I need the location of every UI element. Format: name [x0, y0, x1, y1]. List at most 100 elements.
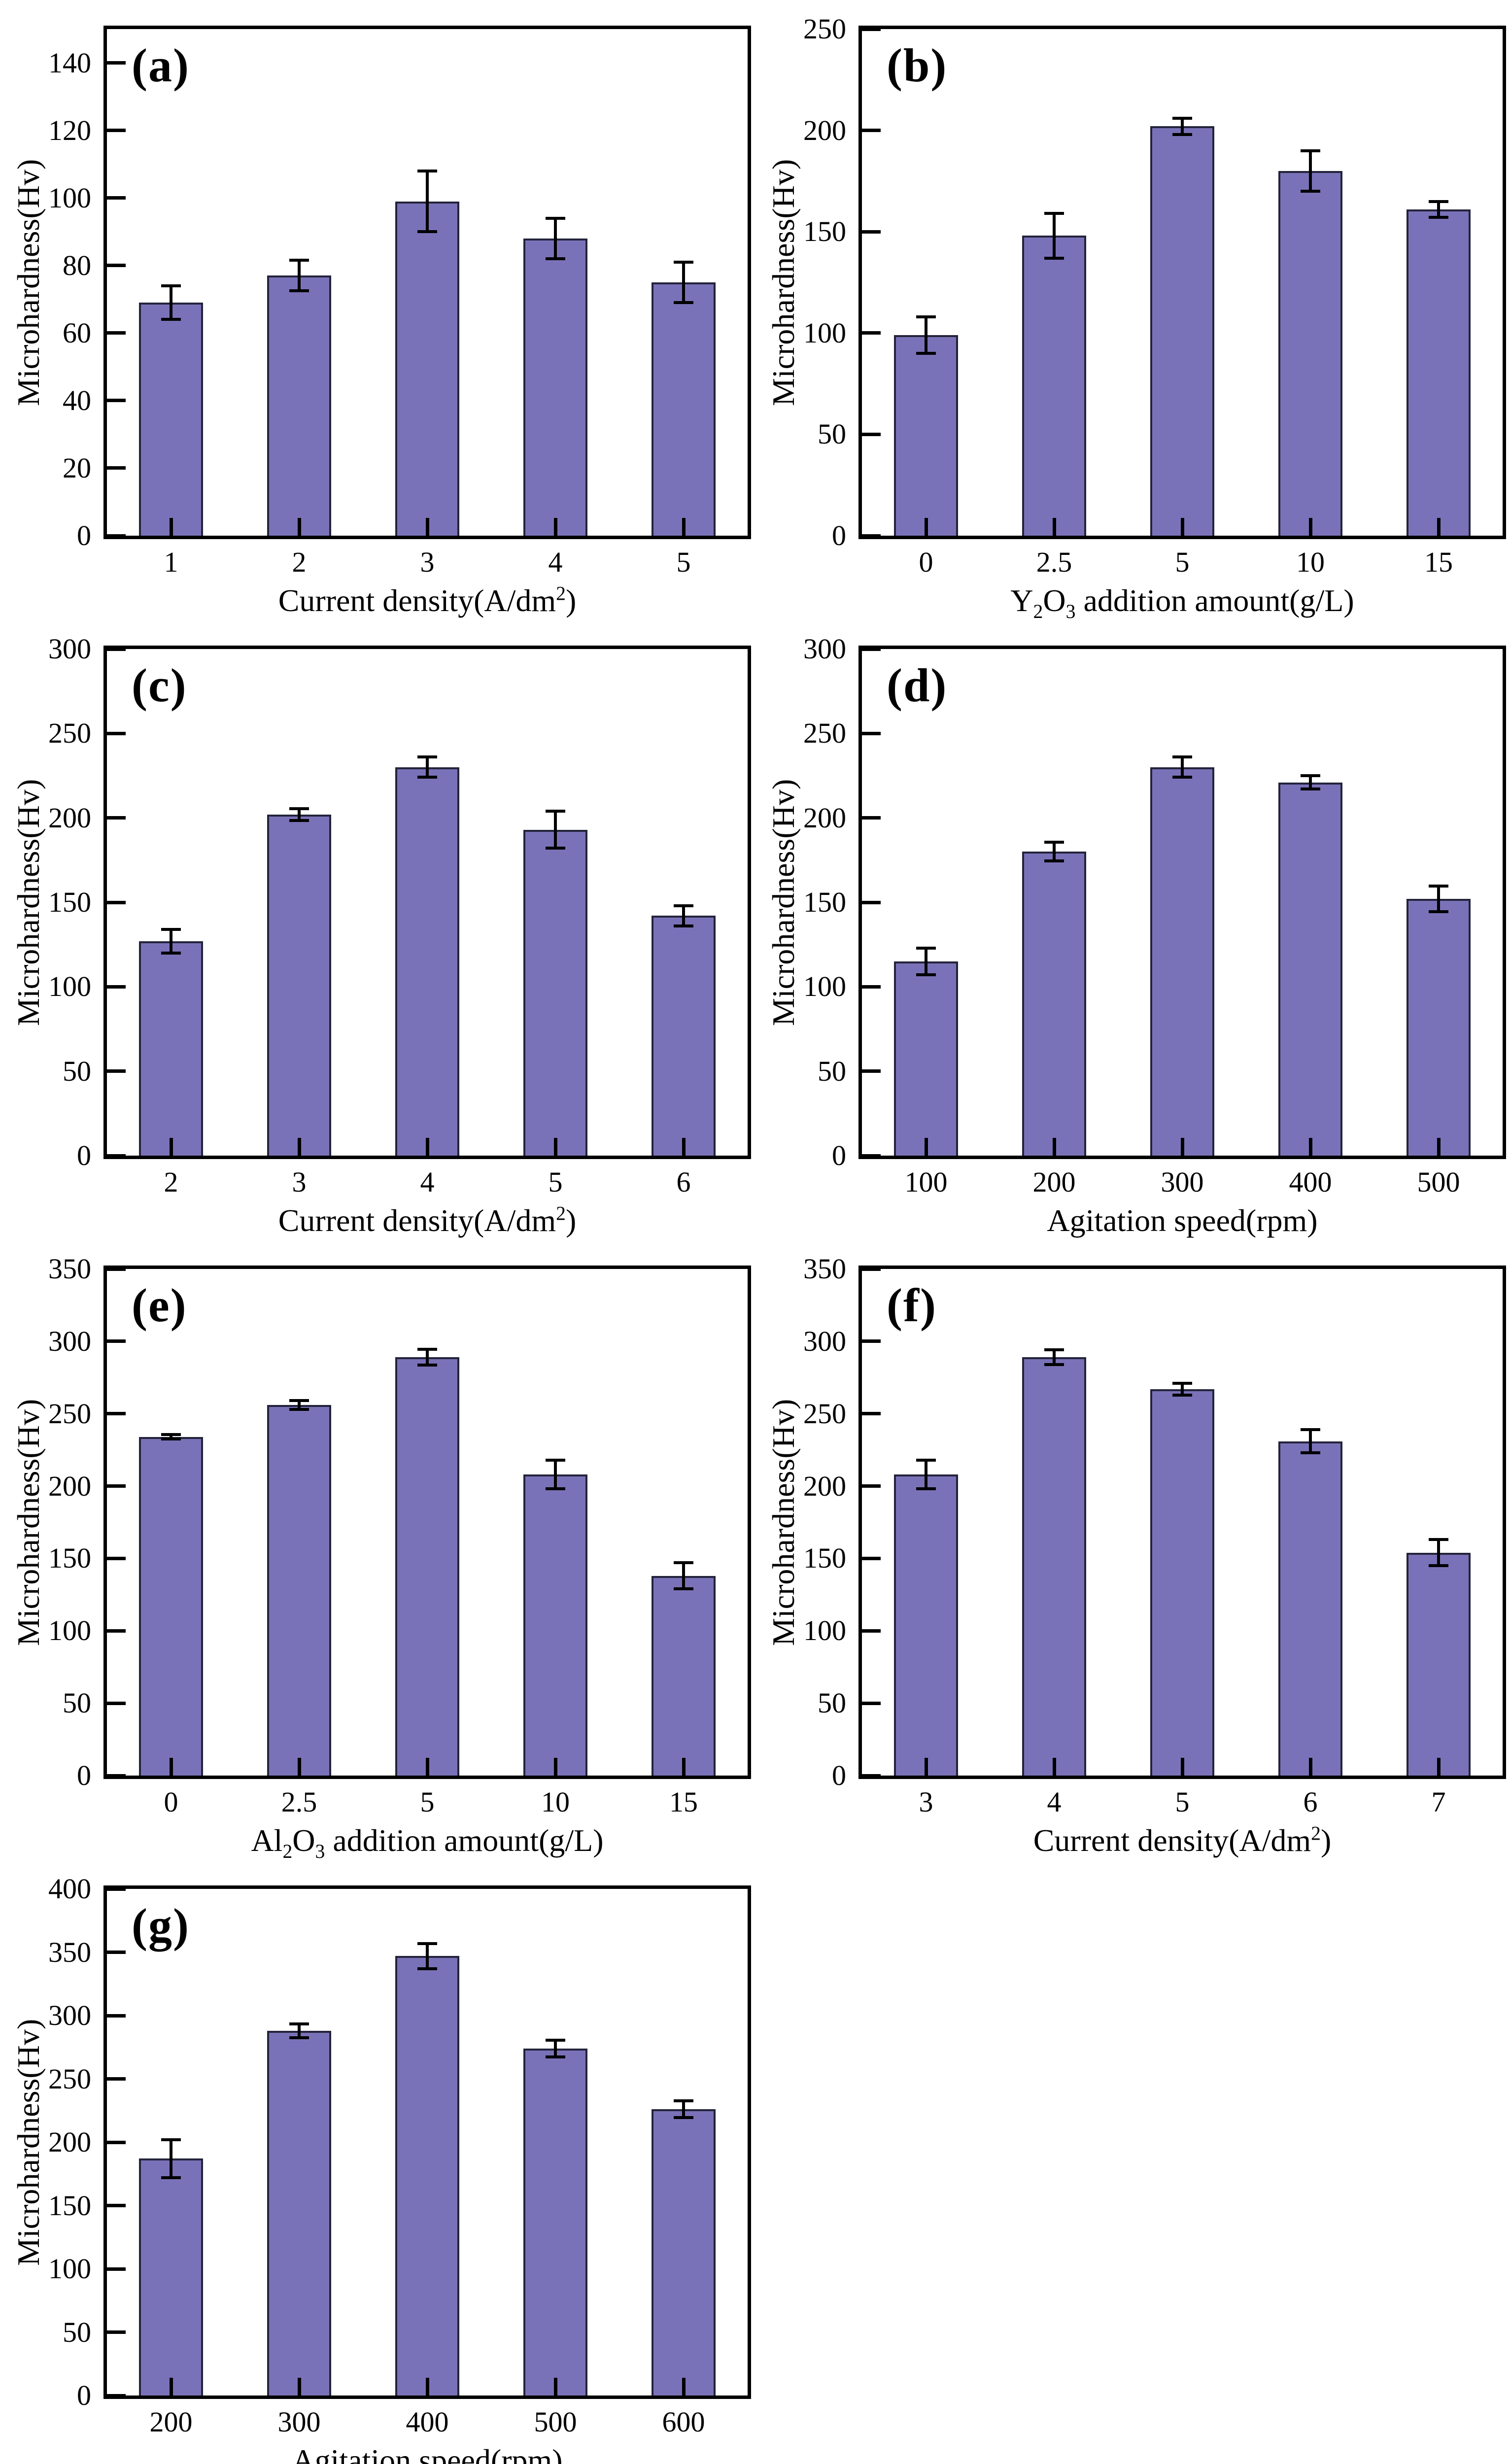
x-tick-label: 200 [149, 2406, 193, 2438]
x-tick [924, 1758, 928, 1776]
y-tick-label: 0 [77, 2379, 91, 2411]
panel-label: (g) [132, 1899, 190, 1951]
x-axis-title: Agitation speed(rpm) [292, 2443, 563, 2464]
x-tick [1308, 1138, 1312, 1156]
x-tick-label: 1 [164, 546, 178, 578]
y-tick-label: 150 [48, 2189, 91, 2222]
error-bar-line [682, 2101, 685, 2118]
bar [1407, 899, 1471, 1156]
y-tick-label: 0 [832, 1139, 846, 1171]
error-bar-line [426, 757, 429, 778]
y-tick [107, 900, 126, 904]
y-tick [862, 816, 881, 820]
x-tick [1180, 1138, 1184, 1156]
x-tick-label: 400 [1289, 1166, 1332, 1198]
error-bar-cap-bottom [1429, 1564, 1448, 1568]
error-bar-cap-bottom [1301, 1451, 1320, 1455]
x-tick [297, 2378, 301, 2396]
y-tick [862, 534, 881, 538]
error-bar-line [426, 171, 429, 232]
y-tick-label: 140 [48, 46, 91, 79]
error-bar-cap-bottom [546, 1487, 565, 1491]
x-tick [1308, 518, 1312, 536]
error-bar-cap-top [1429, 885, 1448, 888]
y-tick-label: 250 [48, 717, 91, 750]
error-bar-cap-top [161, 2138, 181, 2141]
y-tick [107, 647, 126, 651]
y-tick-label: 200 [803, 1470, 846, 1502]
x-tick [297, 1758, 301, 1776]
y-tick-label: 200 [48, 1470, 91, 1502]
bar [395, 1956, 459, 2396]
error-bar-cap-bottom [161, 2176, 181, 2179]
y-tick [862, 129, 881, 133]
error-bar-line [298, 808, 301, 821]
error-bar-cap-bottom [1429, 216, 1448, 219]
bar [139, 1437, 203, 1776]
x-tick [1052, 1138, 1056, 1156]
bar [1407, 209, 1471, 536]
x-tick-label: 5 [1175, 1786, 1190, 1818]
x-tick [924, 1138, 928, 1156]
y-tick-label: 100 [803, 316, 846, 349]
error-bar-cap-top [417, 1348, 437, 1351]
error-bar-line [1437, 886, 1440, 912]
error-bar-cap-bottom [546, 257, 565, 261]
y-tick-label: 250 [48, 2062, 91, 2095]
error-bar-cap-bottom [289, 819, 309, 822]
error-bar-cap-bottom [1172, 776, 1192, 779]
error-bar-cap-top [161, 927, 181, 931]
bar [395, 201, 459, 536]
bar [139, 303, 203, 536]
error-bar-line [925, 948, 927, 975]
x-tick-label: 500 [534, 2406, 577, 2438]
error-bar-line [1309, 776, 1312, 789]
error-bar-line [554, 1460, 557, 1489]
y-tick [107, 1339, 126, 1343]
x-tick [425, 1758, 429, 1776]
y-tick [107, 331, 126, 335]
chart-panel-b: Microhardness(Hv) (b) 0 50 100 150 200 250 0 2.5 5… [755, 0, 1510, 621]
error-bar-cap-top [1172, 1382, 1192, 1385]
error-bar-cap-top [1172, 116, 1192, 120]
y-tick-label: 40 [63, 384, 91, 416]
panel-label: (c) [132, 659, 187, 712]
y-tick-label: 200 [48, 801, 91, 834]
x-tick-label: 2.5 [1036, 546, 1072, 578]
y-tick-label: 300 [48, 633, 91, 665]
x-axis-title: Agitation speed(rpm) [1047, 1203, 1318, 1238]
error-bar-cap-bottom [1301, 787, 1320, 791]
error-bar-cap-top [546, 216, 565, 220]
y-tick-label: 150 [48, 1542, 91, 1574]
error-bar-line [1309, 150, 1312, 191]
error-bar-cap-bottom [1044, 256, 1064, 260]
x-tick [425, 1138, 429, 1156]
bar [1278, 171, 1342, 536]
x-tick-label: 400 [406, 2406, 449, 2438]
panel-label: (a) [132, 39, 190, 92]
y-tick [107, 2014, 126, 2018]
bar [1022, 1357, 1086, 1776]
x-tick-label: 7 [1431, 1786, 1446, 1818]
y-tick-label: 350 [48, 1936, 91, 1968]
x-tick [924, 518, 928, 536]
error-bar-line [554, 811, 557, 849]
plot-area: (g) 0 50 100 150 200 250 300 350 400 200 300 400 500 6… [48, 1873, 751, 2438]
y-tick [107, 2140, 126, 2144]
y-tick [107, 2267, 126, 2271]
error-bar-cap-top [289, 2022, 309, 2025]
y-tick-label: 100 [803, 970, 846, 1003]
y-tick-label: 20 [63, 451, 91, 484]
x-tick-label: 4 [1047, 1786, 1062, 1818]
plot-area: (e) 0 50 100 150 200 250 300 350 0 2.5 5 10 15 [48, 1253, 751, 1818]
x-tick [169, 518, 173, 536]
error-bar-cap-top [546, 2039, 565, 2042]
y-tick-label: 0 [77, 519, 91, 551]
error-bar-cap-top [546, 809, 565, 813]
y-tick [107, 264, 126, 268]
x-tick-label: 5 [1175, 546, 1190, 578]
y-tick-label: 300 [803, 633, 846, 665]
bar [395, 767, 459, 1156]
y-tick-label: 0 [77, 1139, 91, 1171]
